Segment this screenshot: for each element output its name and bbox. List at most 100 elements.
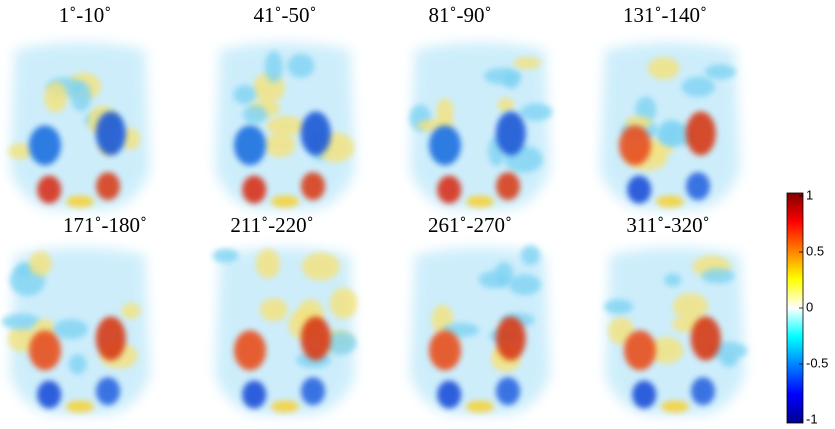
heatmap-blob — [300, 111, 331, 156]
heatmap-blob — [495, 111, 526, 156]
heatmap-patch — [259, 297, 288, 322]
heatmap-patch — [121, 127, 141, 150]
heatmap-panel — [215, 42, 355, 210]
heatmap-blob — [619, 125, 651, 166]
heatmap-patch — [681, 76, 715, 98]
panel-label: 81˚-90˚ — [429, 3, 492, 27]
heatmap-blob — [632, 380, 657, 409]
heatmap-patch — [520, 245, 541, 266]
heatmap-panel — [410, 245, 550, 415]
heatmap-patch — [701, 268, 735, 284]
heatmap-patch — [287, 53, 315, 78]
heatmap-panel — [603, 247, 748, 415]
heatmap-blob — [95, 316, 126, 361]
heatmap-blob — [495, 316, 526, 361]
heatmap-patch — [658, 119, 684, 147]
panels: 1˚-10˚ 41˚-50˚ 81˚-90˚ 131˚-140˚ 171˚-180˚ 21… — [1, 3, 748, 415]
heatmap-blob — [627, 175, 652, 204]
heatmap-blob — [271, 400, 299, 413]
heatmap-patch — [1, 313, 41, 330]
panel-label: 41˚-50˚ — [254, 3, 317, 27]
heatmap-blob — [37, 175, 62, 204]
heatmap-blob — [429, 330, 461, 371]
heatmap-patch — [520, 103, 553, 121]
heatmap-panel — [600, 42, 740, 210]
heatmap-patch — [70, 81, 92, 112]
heatmap-background — [10, 42, 150, 210]
heatmap-blob — [242, 175, 267, 204]
colorbar-tick-label: 0.5 — [806, 243, 824, 258]
heatmap-patch — [497, 97, 515, 112]
heatmap-blob — [271, 195, 299, 208]
colorbar-tick-label: 0 — [806, 299, 813, 314]
heatmap-patch — [483, 67, 522, 85]
heatmap-blob — [685, 111, 716, 156]
heatmap-blob — [301, 377, 325, 406]
heatmap-patch — [264, 50, 283, 83]
heatmap-blob — [96, 172, 120, 201]
colorbar-ticks: 1 0.5 0 -0.5 -1 — [799, 187, 828, 426]
heatmap-blob — [234, 330, 266, 371]
heatmap-blob — [429, 125, 461, 166]
heatmap-background — [215, 247, 355, 415]
heatmap-blob — [234, 125, 266, 166]
heatmap-blob — [466, 195, 494, 208]
heatmap-blob — [437, 380, 462, 409]
panel-label: 311˚-320˚ — [626, 213, 709, 237]
heatmap-blob — [29, 125, 61, 166]
heatmap-panel — [8, 42, 150, 210]
heatmap-blob — [29, 330, 61, 371]
heatmap-patch — [508, 274, 542, 296]
heatmap-blob — [96, 377, 120, 406]
heatmap-patch — [672, 293, 709, 320]
heatmap-blob — [686, 172, 710, 201]
heatmap-patch — [264, 132, 296, 158]
panel-label: 211˚-220˚ — [230, 213, 313, 237]
panel-label: 261˚-270˚ — [428, 213, 512, 237]
colorbar-tick-label: -1 — [806, 411, 818, 426]
heatmap-blob — [496, 172, 520, 201]
heatmap-patch — [8, 143, 32, 160]
colorbar-tick-label: 1 — [806, 187, 813, 202]
heatmap-blob — [691, 377, 715, 406]
panel-label: 131˚-140˚ — [623, 3, 707, 27]
heatmap-patch — [478, 271, 509, 289]
heatmap-patch — [53, 319, 89, 340]
heatmap-blob — [66, 400, 94, 413]
heatmap-patch — [664, 273, 682, 287]
heatmap-patch — [329, 287, 358, 319]
heatmap-patch — [29, 251, 52, 277]
heatmap-patch — [324, 331, 357, 355]
heatmap-patch — [212, 248, 239, 263]
heatmap-blob — [466, 400, 494, 413]
heatmap-patch — [242, 105, 268, 124]
heatmap-patch — [301, 252, 340, 281]
heatmap-blob — [661, 400, 689, 413]
heatmap-background — [410, 247, 550, 415]
heatmap-patch — [513, 56, 542, 70]
heatmap-patch — [68, 354, 87, 375]
heatmap-patch — [121, 302, 141, 320]
heatmap-blob — [656, 195, 684, 208]
heatmap-patch — [648, 337, 684, 364]
heatmap-blob — [242, 380, 267, 409]
heatmap-blob — [66, 195, 94, 208]
heatmap-patch — [44, 81, 68, 113]
heatmap-panel — [409, 42, 553, 210]
heatmap-blob — [624, 330, 656, 371]
heatmap-patch — [255, 248, 281, 279]
heatmap-patch — [704, 64, 736, 80]
heatmap-blob — [95, 111, 126, 156]
panel-label: 171˚-180˚ — [63, 213, 147, 237]
heatmap-blob — [437, 175, 462, 204]
heatmap-blob — [690, 316, 721, 361]
heatmap-patch — [647, 57, 680, 80]
heatmap-blob — [496, 377, 520, 406]
heatmap-blob — [300, 316, 331, 361]
heatmap-patch — [603, 299, 634, 315]
panel-label: 1˚-10˚ — [59, 3, 111, 27]
heatmap-panel — [212, 247, 358, 415]
heatmap-panel — [1, 247, 150, 415]
colorbar-tick-label: -0.5 — [806, 355, 828, 370]
